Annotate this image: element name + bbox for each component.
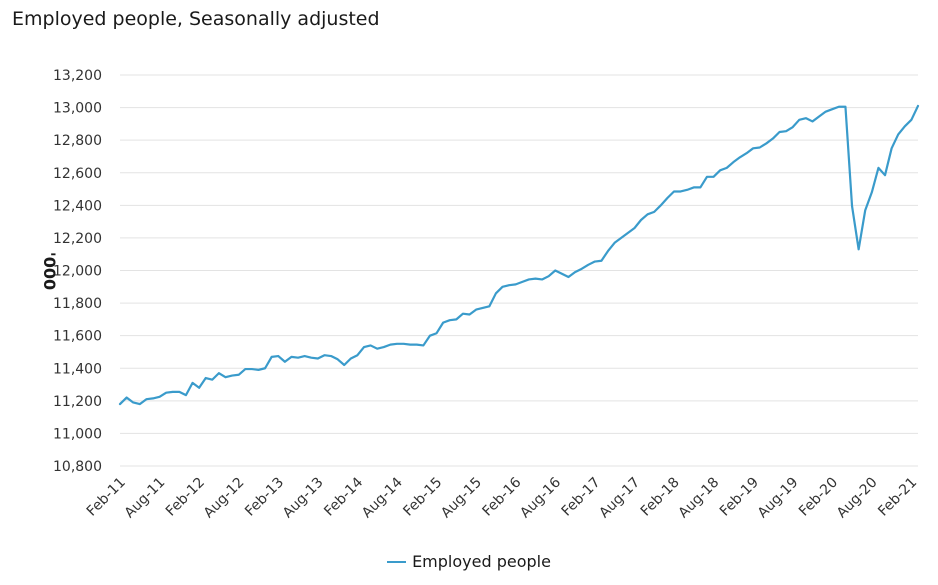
- y-tick-label: 12,800: [53, 133, 102, 149]
- y-tick-label: 11,600: [53, 329, 102, 345]
- x-tick-label: Feb-14: [321, 474, 366, 519]
- x-tick-label: Feb-16: [480, 474, 525, 519]
- y-tick-label: 10,800: [53, 459, 102, 475]
- series-line-employed-people: [118, 104, 920, 406]
- legend-label: Employed people: [412, 552, 551, 571]
- x-tick-label: Aug-14: [359, 474, 406, 521]
- x-tick-label: Feb-12: [163, 475, 208, 520]
- x-tick-label: Aug-20: [834, 475, 881, 522]
- x-tick-label: Feb-13: [242, 475, 287, 520]
- line-chart: 10,800 11,000 11,200 11,400 11,600 11,800 12,0…: [40, 68, 920, 521]
- x-tick-label: Aug-12: [201, 475, 248, 522]
- y-tick-label: 12,400: [53, 198, 102, 214]
- x-axis-ticks: Feb-11Aug-11Feb-12Aug-12Feb-13Aug-13Feb-…: [84, 474, 920, 521]
- x-tick-label: Feb-19: [717, 475, 762, 520]
- x-tick-label: Aug-16: [517, 474, 564, 521]
- x-tick-label: Aug-17: [596, 475, 643, 522]
- x-tick-label: Feb-15: [400, 475, 445, 520]
- x-tick-label: Aug-15: [438, 475, 485, 522]
- y-tick-label: 13,000: [53, 101, 102, 117]
- x-tick-label: Aug-18: [676, 475, 723, 522]
- x-tick-label: Feb-20: [796, 475, 841, 520]
- gridlines: [120, 74, 918, 467]
- y-axis-label: '000: [40, 252, 59, 290]
- legend: Employed people: [0, 552, 938, 571]
- x-tick-label: Aug-13: [280, 475, 327, 522]
- x-tick-label: Feb-18: [638, 475, 683, 520]
- y-axis-ticks: 10,800 11,000 11,200 11,400 11,600 11,800 12,0…: [53, 68, 102, 475]
- x-tick-label: Aug-11: [122, 475, 169, 522]
- x-tick-label: Aug-19: [755, 475, 802, 522]
- legend-swatch: [387, 560, 407, 563]
- y-tick-label: 11,000: [53, 426, 102, 442]
- series-layer: [118, 104, 920, 406]
- chart-title: Employed people, Seasonally adjusted: [12, 8, 380, 30]
- y-tick-label: 12,200: [53, 231, 102, 247]
- y-tick-label: 11,400: [53, 361, 102, 377]
- x-tick-label: Feb-17: [559, 475, 604, 520]
- y-tick-label: 12,000: [53, 264, 102, 280]
- x-tick-label: Feb-11: [84, 475, 129, 520]
- y-tick-label: 12,600: [53, 166, 102, 182]
- x-tick-label: Feb-21: [875, 475, 920, 520]
- y-tick-label: 13,200: [53, 68, 102, 84]
- y-tick-label: 11,200: [53, 394, 102, 410]
- y-tick-label: 11,800: [53, 296, 102, 312]
